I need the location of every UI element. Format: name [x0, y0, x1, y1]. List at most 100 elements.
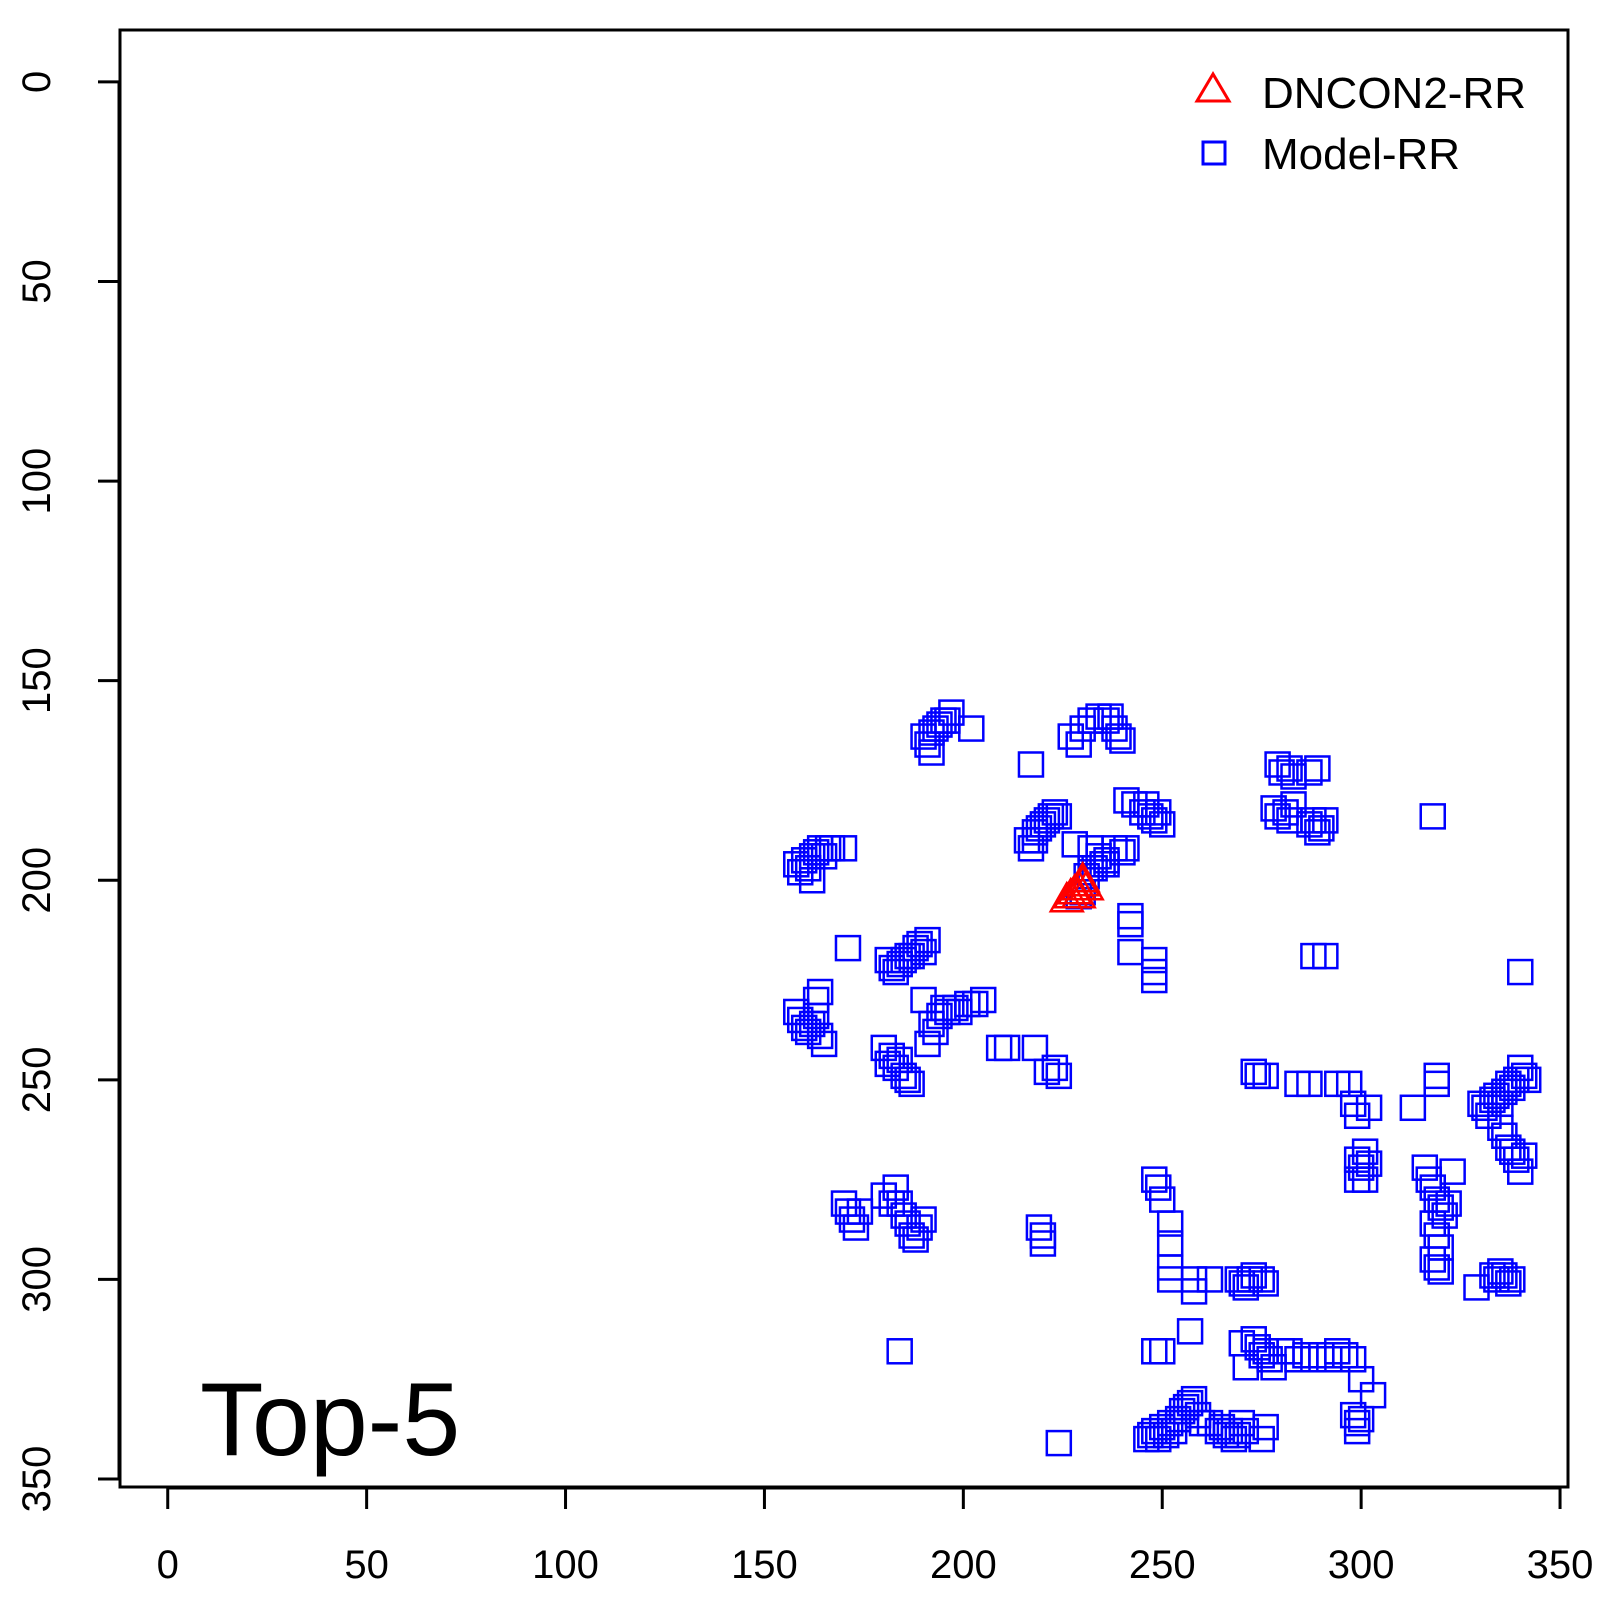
- model-rr-point: [1156, 1210, 1184, 1237]
- model-rr-point: [910, 1206, 937, 1233]
- model-rr-point: [1514, 1066, 1542, 1094]
- y-tick-label: 350: [15, 1446, 59, 1513]
- model-rr-point: [1510, 1062, 1538, 1090]
- model-rr-point: [1308, 815, 1335, 842]
- model-rr-point: [798, 866, 826, 894]
- model-rr-point: [1141, 966, 1168, 994]
- y-tick-label: 250: [15, 1046, 59, 1113]
- model-rr-point: [810, 1030, 838, 1058]
- model-rr-point: [1335, 1070, 1363, 1098]
- legend-square-icon: [1201, 140, 1227, 166]
- model-rr-point: [834, 934, 862, 962]
- model-rr-point: [1141, 1338, 1168, 1365]
- dncon2-rr-point: [1060, 876, 1097, 909]
- model-rr-point: [1045, 803, 1073, 830]
- model-rr-point: [1105, 723, 1132, 750]
- model-rr-point: [1423, 1070, 1450, 1098]
- dncon2-rr-series: [1048, 860, 1105, 913]
- model-rr-point: [1399, 1094, 1427, 1122]
- model-rr-point: [1045, 1062, 1073, 1090]
- model-rr-point: [1312, 942, 1339, 970]
- model-rr-point: [914, 1030, 941, 1058]
- model-rr-point: [993, 1034, 1021, 1062]
- model-rr-point: [1499, 1266, 1526, 1293]
- model-rr-point: [1029, 1230, 1057, 1257]
- model-rr-point: [1495, 1270, 1522, 1297]
- x-tick-label: 300: [1328, 1543, 1395, 1587]
- plot-frame: [118, 28, 1570, 1489]
- model-rr-point: [886, 1338, 913, 1365]
- model-rr-point: [802, 986, 830, 1014]
- dncon2-rr-point: [1048, 880, 1085, 913]
- model-rr-point: [894, 1066, 921, 1094]
- x-tick-label: 200: [930, 1543, 997, 1587]
- model-rr-point: [1117, 902, 1144, 930]
- model-rr-point: [938, 699, 965, 726]
- model-rr-point: [1296, 759, 1323, 786]
- model-rr-point: [1351, 1166, 1379, 1193]
- model-rr-point: [1117, 910, 1144, 938]
- model-rr-point: [1435, 1190, 1462, 1217]
- dncon2-rr-point: [1064, 864, 1101, 897]
- model-rr-point: [1491, 1262, 1518, 1289]
- model-rr-point: [1141, 1166, 1168, 1193]
- model-rr-point: [1148, 811, 1176, 838]
- model-rr-point: [1017, 751, 1045, 778]
- model-rr-point: [1427, 1194, 1454, 1221]
- x-tick-label: 150: [731, 1543, 798, 1587]
- model-rr-point: [958, 715, 985, 742]
- model-rr-point: [969, 986, 997, 1014]
- y-tick-label: 150: [15, 647, 59, 714]
- model-rr-point: [985, 1034, 1013, 1062]
- model-rr-point: [1439, 1158, 1466, 1185]
- x-tick-label: 100: [532, 1543, 599, 1587]
- model-rr-point: [806, 978, 834, 1006]
- model-rr-point: [1041, 1054, 1069, 1082]
- model-rr-point: [898, 1070, 925, 1098]
- dncon2-rr-point: [1068, 868, 1105, 901]
- model-rr-point: [1507, 1158, 1534, 1185]
- model-rr-point: [1427, 1258, 1454, 1285]
- model-rr-point: [914, 926, 941, 954]
- model-rr-series: [783, 699, 1542, 1457]
- y-tick-label: 100: [15, 448, 59, 515]
- model-rr-point: [838, 1206, 866, 1233]
- model-rr-point: [1041, 799, 1069, 826]
- model-rr-point: [1196, 1266, 1224, 1293]
- y-tick-label: 200: [15, 847, 59, 914]
- x-tick-label: 250: [1129, 1543, 1196, 1587]
- model-rr-point: [1304, 755, 1331, 782]
- model-rr-point: [1045, 1429, 1073, 1457]
- model-rr-point: [1117, 938, 1144, 966]
- legend-triangle-icon: [1194, 71, 1232, 103]
- y-axis: 0 50 100 150 200 250 300 350: [15, 71, 121, 1513]
- model-rr-point: [1232, 1417, 1260, 1445]
- model-rr-point: [1141, 807, 1168, 834]
- model-rr-point: [1331, 1342, 1359, 1369]
- legend-label-dncon2-rr: DNCON2-RR: [1262, 69, 1526, 118]
- model-rr-point: [1280, 791, 1307, 818]
- model-rr-point: [830, 835, 858, 862]
- model-rr-point: [906, 1214, 933, 1241]
- model-rr-point: [890, 1062, 917, 1090]
- model-rr-point: [1248, 1266, 1275, 1293]
- model-rr-point: [1276, 755, 1303, 782]
- model-rr-point: [1093, 851, 1120, 878]
- model-rr-point: [906, 930, 933, 958]
- model-rr-point: [1176, 1318, 1204, 1345]
- model-rr-point: [1065, 731, 1092, 758]
- x-tick-label: 0: [157, 1543, 179, 1587]
- y-tick-label: 50: [15, 259, 59, 304]
- model-rr-point: [1339, 1401, 1367, 1429]
- model-rr-point: [1419, 803, 1446, 830]
- model-rr-point: [1312, 807, 1339, 834]
- model-rr-point: [1252, 1270, 1279, 1297]
- model-rr-point: [1113, 835, 1140, 862]
- model-rr-point: [1423, 1254, 1450, 1281]
- model-rr-point: [1355, 1094, 1383, 1122]
- model-rr-point: [1339, 1346, 1367, 1373]
- model-rr-point: [846, 1198, 874, 1225]
- legend: DNCON2-RR Model-RR: [1194, 69, 1526, 179]
- model-rr-point: [926, 1002, 953, 1030]
